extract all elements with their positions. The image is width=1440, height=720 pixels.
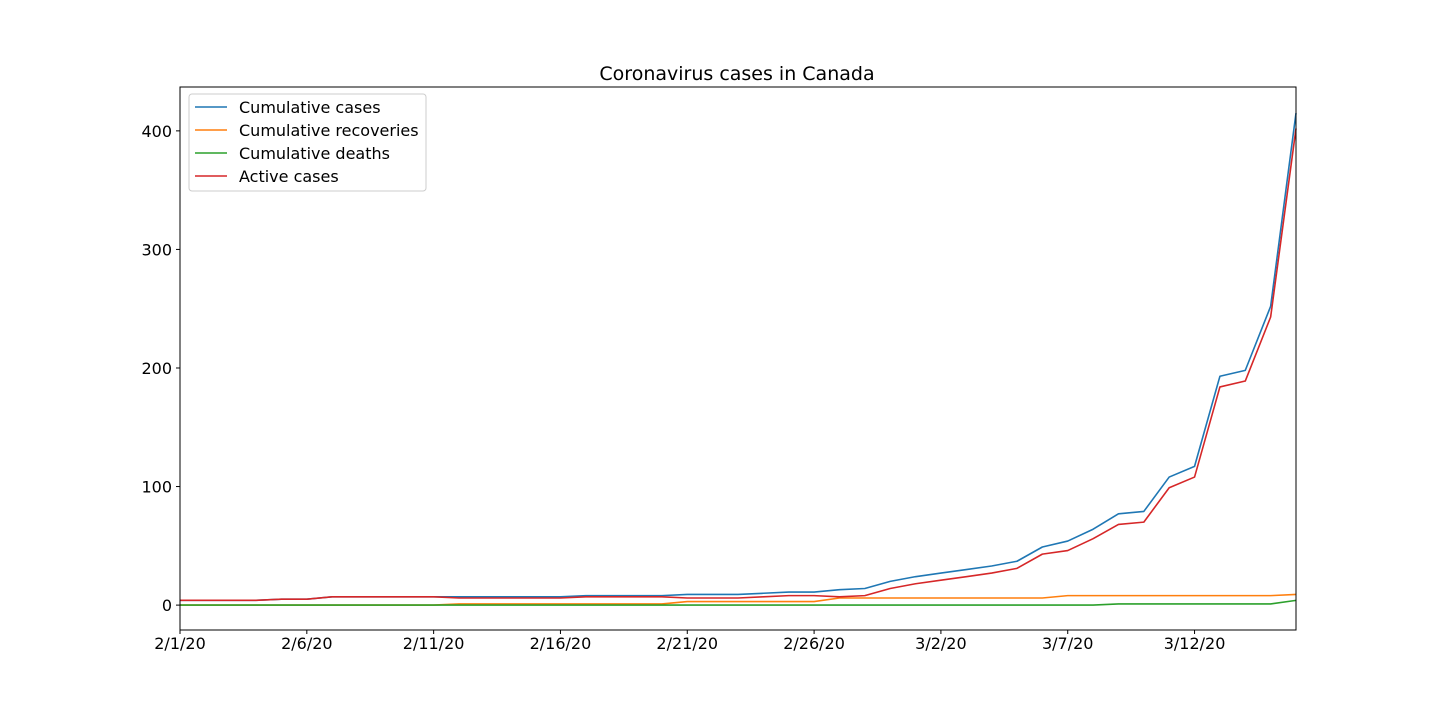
y-tick-label: 0	[162, 596, 172, 615]
x-tick-label: 2/21/20	[656, 634, 718, 653]
legend-label-0: Cumulative cases	[239, 98, 381, 117]
x-tick-label: 2/16/20	[530, 634, 592, 653]
series-line-2	[180, 599, 1297, 606]
x-tick-label: 2/11/20	[403, 634, 465, 653]
series-line-3	[180, 128, 1297, 602]
y-tick-label: 100	[141, 478, 172, 497]
y-tick-label: 300	[141, 240, 172, 259]
chart-title: Coronavirus cases in Canada	[599, 63, 874, 85]
plot-area	[180, 112, 1297, 606]
legend-label-3: Active cases	[239, 167, 339, 186]
x-tick-label: 3/12/20	[1164, 634, 1226, 653]
y-tick-label: 200	[141, 359, 172, 378]
x-tick-label: 2/1/20	[154, 634, 206, 653]
legend: Cumulative cases Cumulative recoveries Cum…	[188, 93, 427, 192]
x-tick-label: 2/26/20	[783, 634, 845, 653]
x-tick-label: 2/6/20	[281, 634, 333, 653]
legend-label-1: Cumulative recoveries	[239, 121, 419, 140]
legend-box	[188, 93, 427, 192]
y-tick-label: 400	[141, 122, 172, 141]
plot-frame	[179, 86, 1297, 631]
y-axis: 0 100 200 300 400	[141, 122, 180, 615]
legend-label-2: Cumulative deaths	[239, 144, 390, 163]
x-axis: 2/1/20 2/6/20 2/11/20 2/16/20 2/21/20 2/26/20…	[154, 630, 1225, 653]
x-tick-label: 3/7/20	[1042, 634, 1094, 653]
x-tick-label: 3/2/20	[915, 634, 967, 653]
